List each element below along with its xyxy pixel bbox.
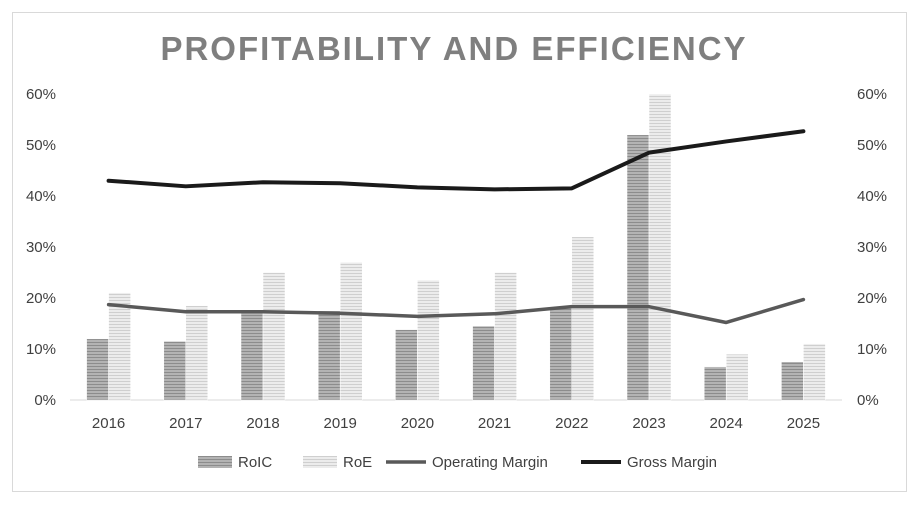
bar-roic — [317, 310, 341, 401]
bar-roe — [648, 93, 672, 401]
lines — [106, 129, 806, 325]
bar-roic — [626, 134, 650, 401]
x-tick-label: 2021 — [478, 415, 511, 432]
line-gross-margin — [106, 129, 806, 192]
bar-roic — [703, 366, 727, 401]
chart-frame — [12, 12, 907, 492]
legend-label-operating-margin: Operating Margin — [432, 454, 548, 471]
y-tick-label-right: 50% — [857, 137, 887, 154]
bar-roic — [86, 338, 109, 401]
bar-roe — [417, 279, 440, 401]
x-tick-label: 2024 — [710, 415, 743, 432]
x-tick-label: 2022 — [555, 415, 588, 432]
bar-roic — [781, 361, 804, 401]
y-tick-label-right: 0% — [857, 392, 879, 409]
y-tick-label-left: 50% — [26, 137, 56, 154]
bar-roic — [395, 329, 418, 401]
legend-swatch-roe — [303, 456, 337, 468]
x-tick-label: 2025 — [787, 415, 820, 432]
y-tick-label-left: 10% — [26, 341, 56, 358]
x-tick-label: 2017 — [169, 415, 202, 432]
x-tick-label: 2023 — [632, 415, 665, 432]
y-axis-left: 0% 10% 20% 30% 40% 50% 60% — [26, 86, 56, 409]
y-tick-label-left: 40% — [26, 188, 56, 205]
x-tick-label: 2018 — [246, 415, 279, 432]
bar-roe — [339, 262, 363, 401]
y-tick-label-left: 60% — [26, 86, 56, 103]
bars — [86, 93, 826, 401]
bar-roe — [108, 292, 131, 401]
legend-label-gross-margin: Gross Margin — [627, 454, 717, 471]
legend-swatch-roic — [198, 456, 232, 468]
legend-label-roic: RoIC — [238, 454, 272, 471]
y-axis-right: 0% 10% 20% 30% 40% 50% 60% — [857, 86, 887, 409]
bar-roic — [549, 307, 573, 401]
bar-roic — [472, 325, 495, 401]
bar-roic — [163, 341, 187, 401]
line-operating-margin — [106, 297, 806, 325]
y-tick-label-right: 30% — [857, 239, 887, 256]
bar-roic — [240, 313, 264, 401]
legend: RoIC RoE Operating Margin Gross Margin — [198, 454, 717, 471]
y-tick-label-left: 20% — [26, 290, 56, 307]
x-tick-label: 2020 — [401, 415, 434, 432]
bar-roe — [725, 353, 749, 401]
y-tick-label-right: 40% — [857, 188, 887, 205]
y-tick-label-right: 10% — [857, 341, 887, 358]
x-axis: 2016 2017 2018 2019 2020 2021 2022 2023 2024 2025 — [92, 415, 820, 432]
x-tick-label: 2016 — [92, 415, 125, 432]
legend-label-roe: RoE — [343, 454, 372, 471]
y-tick-label-right: 20% — [857, 290, 887, 307]
bar-roe — [571, 236, 595, 401]
bar-roe — [803, 343, 826, 401]
bar-roe — [262, 272, 286, 401]
x-tick-label: 2019 — [324, 415, 357, 432]
y-tick-label-left: 0% — [34, 392, 56, 409]
y-tick-label-left: 30% — [26, 239, 56, 256]
bar-roe — [494, 272, 517, 401]
bar-roe — [185, 305, 209, 401]
chart-title: PROFITABILITY AND EFFICIENCY — [160, 30, 747, 67]
y-tick-label-right: 60% — [857, 86, 887, 103]
